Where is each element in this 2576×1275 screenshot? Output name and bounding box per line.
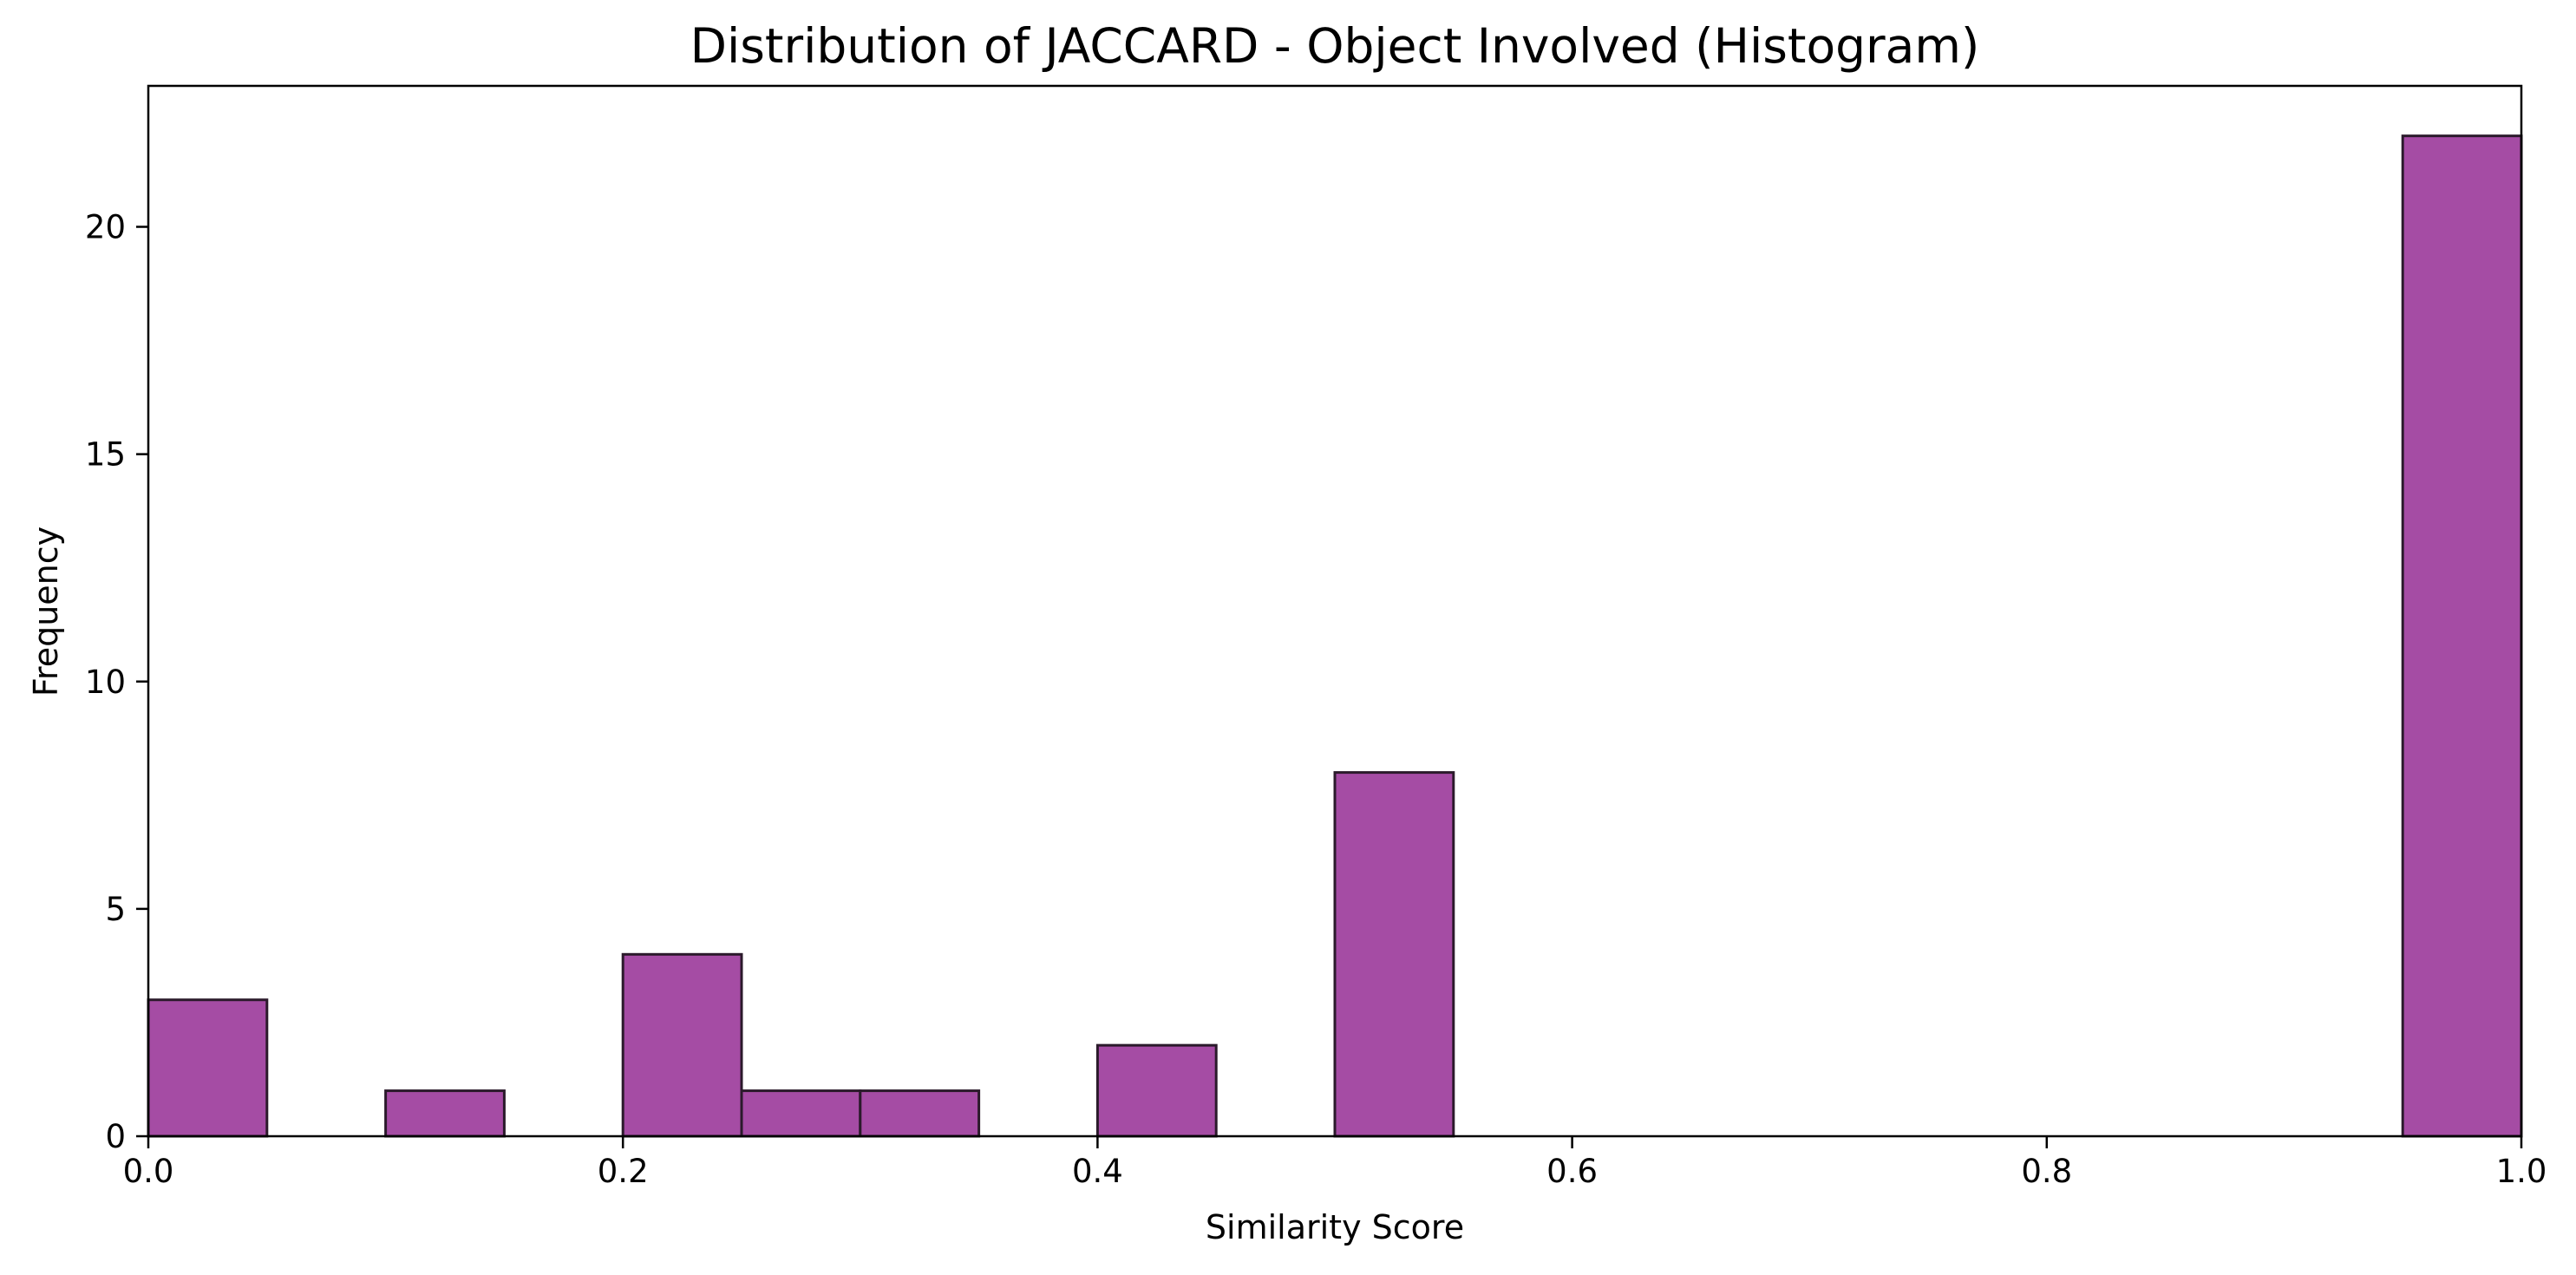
histogram-bar — [740, 1089, 862, 1138]
histogram-bar — [1333, 771, 1455, 1138]
y-axis: 0 5 10 15 20 — [85, 209, 148, 1155]
x-axis: 0.0 0.2 0.4 0.6 0.8 1.0 — [123, 1136, 2547, 1190]
y-tick-label: 5 — [105, 891, 126, 928]
x-axis-label: Similarity Score — [1206, 1208, 1464, 1246]
y-tick-label: 20 — [85, 209, 126, 246]
histogram-bar — [859, 1089, 981, 1138]
chart-title: Distribution of JACCARD - Object Involve… — [690, 18, 1980, 74]
x-tick-label: 0.4 — [1072, 1153, 1123, 1190]
y-tick-label: 0 — [105, 1118, 126, 1155]
histogram-bar — [2401, 134, 2523, 1138]
histogram-bar — [384, 1089, 506, 1138]
x-tick-label: 0.6 — [1546, 1153, 1598, 1190]
histogram-bar — [621, 952, 743, 1138]
x-tick-label: 0.0 — [123, 1153, 174, 1190]
plot-frame — [147, 84, 2523, 1138]
x-tick-label: 1.0 — [2496, 1153, 2547, 1190]
x-tick-label: 0.8 — [2021, 1153, 2072, 1190]
y-tick-label: 15 — [85, 436, 126, 474]
bars-group — [147, 134, 2523, 1138]
histogram-bar — [147, 998, 269, 1138]
x-tick-label: 0.2 — [598, 1153, 649, 1190]
histogram-bar — [1095, 1043, 1218, 1138]
y-tick-label: 10 — [85, 664, 126, 701]
y-axis-label: Frequency — [27, 526, 65, 696]
